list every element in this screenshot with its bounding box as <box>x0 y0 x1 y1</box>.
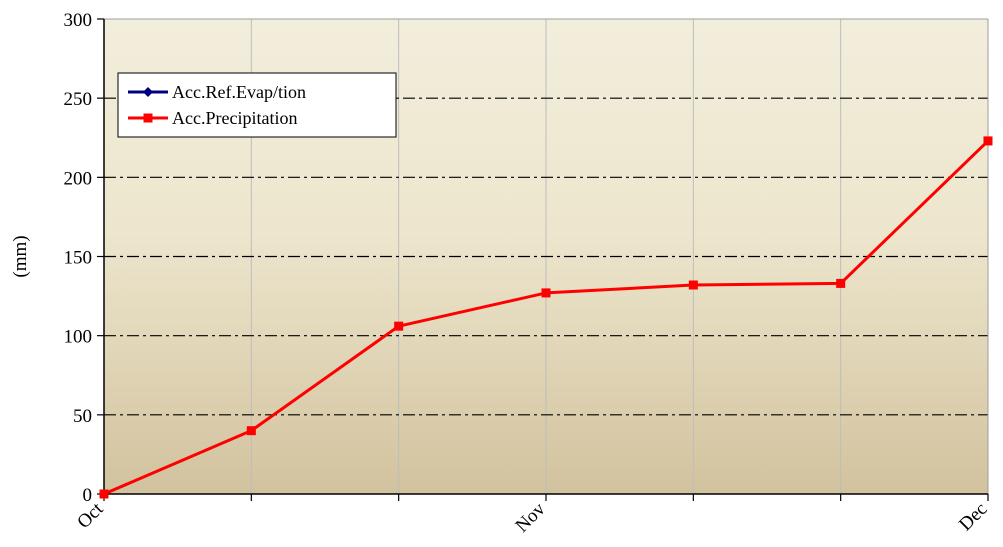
grid <box>104 18 989 494</box>
data-point <box>983 136 993 146</box>
y-axis-title: (mm) <box>10 235 31 277</box>
y-tick-label: 300 <box>64 10 93 31</box>
data-point <box>541 288 551 298</box>
data-point <box>688 280 698 290</box>
data-point <box>99 489 109 499</box>
y-tick-label: 0 <box>83 485 93 506</box>
legend-box <box>117 72 397 138</box>
legend: Acc.Ref.Evap/tion Acc.Precipitation <box>117 72 397 138</box>
legend-label-0: Acc.Ref.Evap/tion <box>172 82 306 102</box>
legend-marker-0 <box>143 87 153 97</box>
legend-label-1: Acc.Precipitation <box>172 108 297 128</box>
data-point <box>836 278 846 288</box>
y-tick-label: 250 <box>64 89 93 110</box>
x-tick-label: Dec <box>955 499 991 535</box>
legend-marker-1 <box>143 113 153 123</box>
data-point <box>394 321 404 331</box>
x-tick-label: Oct <box>73 498 108 533</box>
series-layer <box>99 136 993 499</box>
y-tick-label: 200 <box>64 168 93 189</box>
y-tick-label: 100 <box>64 327 93 348</box>
y-tick-label: 150 <box>64 248 93 269</box>
y-tick-label: 50 <box>73 406 92 427</box>
axes: 0 50 100 150 200 250 300 Oct Nov Dec (mm) <box>10 10 992 537</box>
x-tick-label: Nov <box>512 498 550 536</box>
data-point <box>246 426 256 436</box>
